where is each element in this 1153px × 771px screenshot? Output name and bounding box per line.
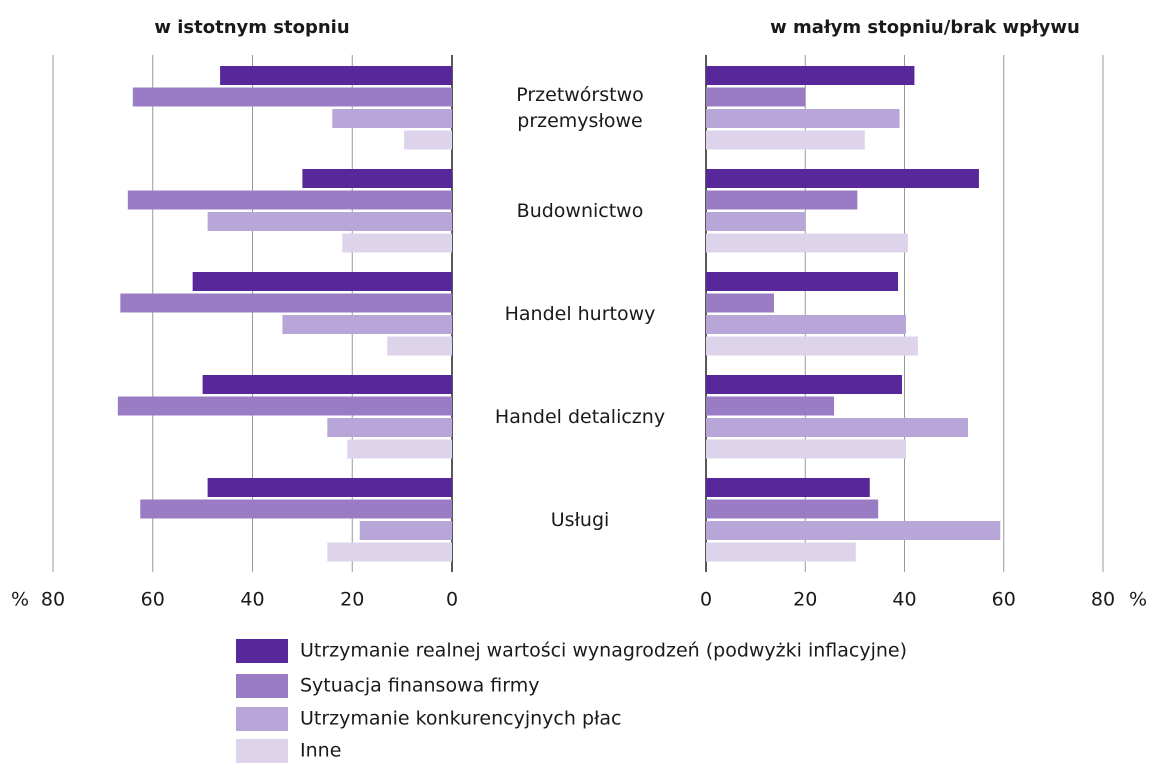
axis-label: % — [1129, 589, 1147, 611]
bar — [207, 478, 452, 497]
bar — [282, 315, 452, 334]
bar — [117, 396, 453, 416]
bar — [220, 66, 452, 85]
bar — [706, 212, 806, 231]
legend-swatch — [236, 707, 288, 731]
x-tick-label: 60 — [992, 589, 1016, 611]
x-tick-label: 20 — [793, 589, 817, 611]
bar — [120, 293, 453, 313]
bar — [347, 439, 452, 459]
x-tick-label: 60 — [141, 589, 165, 611]
legend-swatch — [236, 674, 288, 698]
x-tick-label: 0 — [700, 589, 712, 611]
bar — [342, 233, 452, 253]
bar — [706, 233, 908, 253]
bar — [706, 293, 774, 313]
bar — [706, 542, 856, 562]
bar — [706, 521, 1001, 540]
panel-title: w istotnym stopniu — [154, 17, 349, 38]
bar — [706, 272, 899, 291]
x-tick-label: 80 — [1091, 589, 1115, 611]
bar — [706, 478, 870, 497]
bar — [127, 190, 452, 210]
x-tick-label: 20 — [340, 589, 364, 611]
bar — [706, 130, 865, 150]
category-label: Handel detaliczny — [495, 406, 665, 428]
bar — [706, 66, 915, 85]
axis-label: % — [11, 589, 29, 611]
bar — [706, 315, 906, 334]
x-tick-label: 40 — [240, 589, 264, 611]
x-tick-label: 40 — [892, 589, 916, 611]
bar — [706, 375, 903, 394]
x-tick-label: 80 — [41, 589, 65, 611]
legend-label: Utrzymanie konkurencyjnych płac — [300, 708, 622, 730]
bar — [132, 87, 453, 107]
bar — [706, 439, 906, 459]
bar — [207, 212, 452, 231]
bar — [202, 375, 452, 394]
bar — [404, 130, 452, 150]
bar — [327, 542, 452, 562]
bar — [706, 336, 918, 356]
category-label: Usługi — [551, 509, 610, 531]
x-tick-label: 0 — [446, 589, 458, 611]
bar — [706, 169, 979, 188]
bar — [140, 499, 452, 519]
legend-label: Sytuacja finansowa firmy — [300, 675, 540, 697]
panel-title: w małym stopniu/brak wpływu — [770, 17, 1080, 38]
bar — [706, 87, 806, 107]
bar — [302, 169, 452, 188]
legend-label: Utrzymanie realnej wartości wynagrodzeń … — [300, 640, 907, 662]
bar — [192, 272, 452, 291]
bar — [706, 109, 900, 128]
legend-swatch — [236, 639, 288, 663]
legend-swatch — [236, 739, 288, 763]
bar — [387, 336, 452, 356]
bar — [706, 396, 835, 416]
bar — [327, 418, 452, 437]
bar — [706, 190, 858, 210]
bar — [359, 521, 452, 540]
category-label: Budownictwo — [517, 200, 644, 222]
category-label: Przetwórstwo przemysłowe — [516, 84, 644, 132]
legend-label: Inne — [300, 740, 341, 762]
bar — [706, 499, 879, 519]
category-label: Handel hurtowy — [505, 303, 656, 325]
bar — [706, 418, 969, 437]
bar — [332, 109, 452, 128]
